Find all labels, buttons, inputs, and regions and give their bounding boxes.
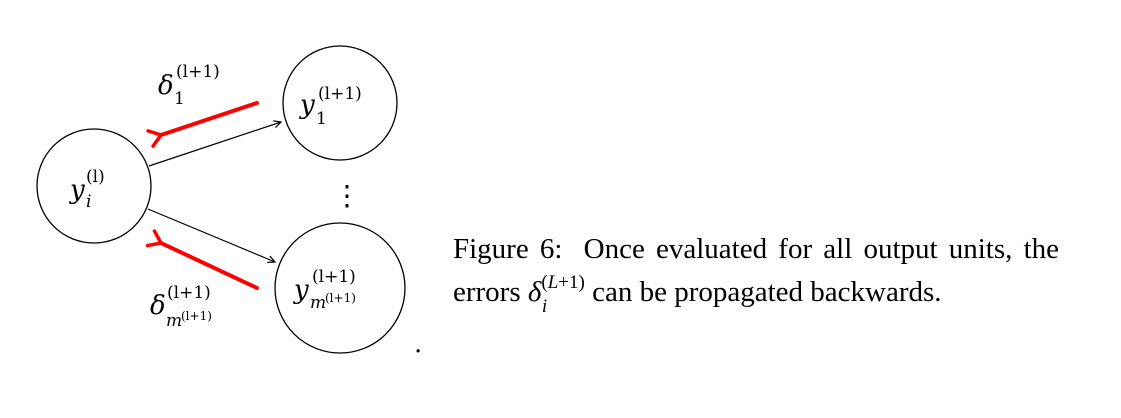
figure-caption: Figure 6: Once evaluated for all output … <box>453 228 1059 317</box>
target-last-sub: m <box>310 293 326 313</box>
target-node-last <box>274 222 406 354</box>
caption-symbol-base: δ <box>527 276 542 308</box>
caption-symbol-sup: (L+1) <box>541 272 584 293</box>
error-arrow-last <box>145 229 259 290</box>
caption-symbol-sup-rest: +1) <box>558 272 585 293</box>
vertical-ellipsis: ⋮ <box>333 179 361 212</box>
target-last-sup: (l+1) <box>312 267 356 287</box>
source-node-sub: i <box>86 192 91 212</box>
target-first-sub: 1 <box>316 109 327 129</box>
error-first-sub: 1 <box>174 89 185 109</box>
error-last-sub: m <box>166 311 182 331</box>
target-last-label: y <box>293 275 309 305</box>
error-first-label: δ <box>158 71 174 101</box>
forward-edge-first <box>148 120 283 167</box>
caption-text-after: can be propagated backwards. <box>592 276 942 308</box>
caption-symbol-sub: i <box>541 296 548 317</box>
target-last-sub-sup: (l+1) <box>325 291 356 305</box>
backprop-diagram: y i (l) y 1 (l+1) ⋮ y (l+1) m (l+1) δ 1 … <box>36 45 422 359</box>
target-node-first <box>282 45 398 161</box>
error-last-label: δ <box>150 291 166 321</box>
caption-text-before: Once evaluated for all output units, the… <box>453 233 1059 308</box>
forward-edge-last <box>147 208 277 264</box>
source-node-label: y <box>69 175 85 205</box>
caption-symbol-sup-var: L <box>547 272 559 293</box>
source-node-sup: (l) <box>86 167 105 187</box>
caption-label: Figure 6: <box>453 233 563 265</box>
source-node <box>36 128 152 244</box>
error-last-sub-sup: (l+1) <box>181 309 212 323</box>
target-first-sup: (l+1) <box>318 84 362 104</box>
caption-symbol-sup-open: ( <box>541 272 548 293</box>
trailing-period: . <box>414 329 422 359</box>
caption-error-symbol: δ i (L+1) <box>528 271 585 317</box>
error-arrow-first <box>146 101 259 148</box>
error-first-sup: (l+1) <box>176 62 220 82</box>
error-last-sup: (l+1) <box>167 283 211 303</box>
target-first-label: y <box>299 90 315 120</box>
